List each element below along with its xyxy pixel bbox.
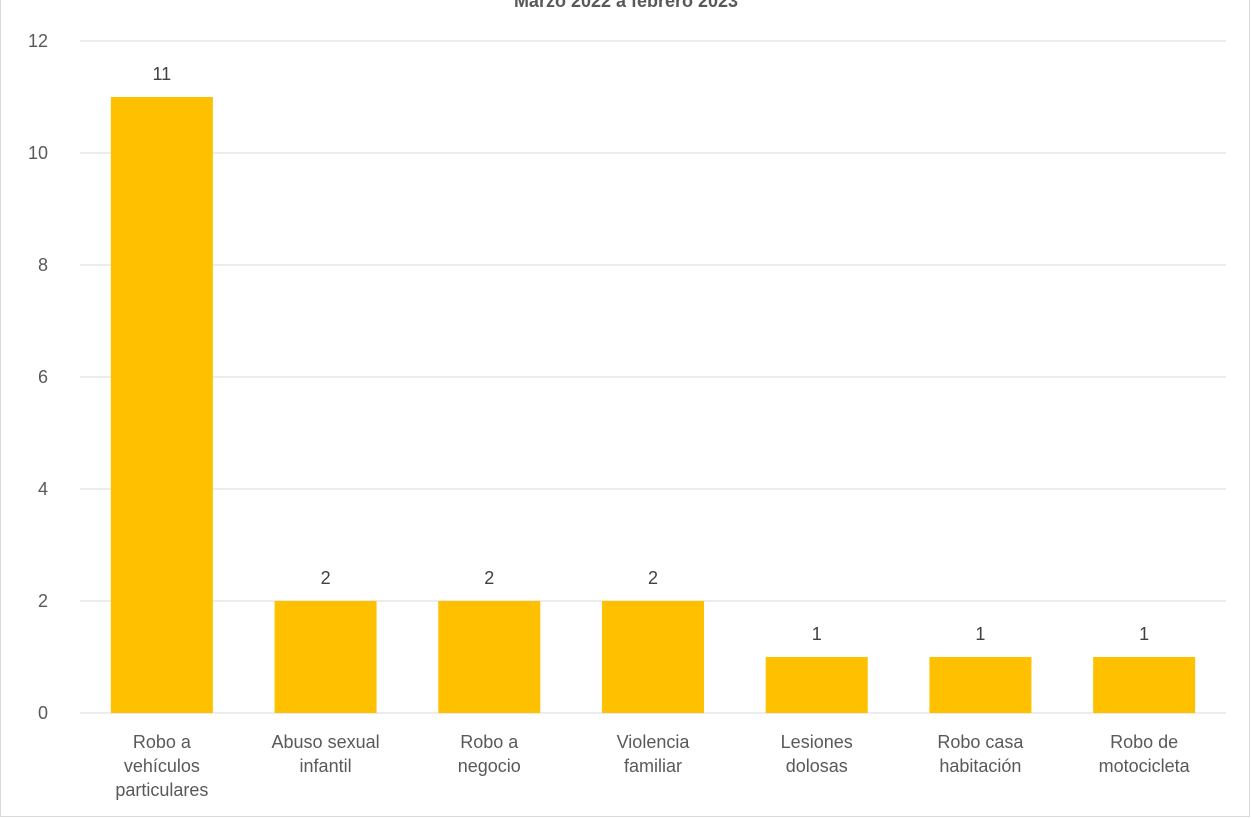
bar xyxy=(765,657,868,713)
y-axis-ticks: 0 2 4 6 8 10 12 xyxy=(28,31,48,723)
y-tick-label: 8 xyxy=(38,255,48,275)
data-label: 2 xyxy=(648,568,658,588)
y-tick-label: 2 xyxy=(38,591,48,611)
x-category-line: motocicleta xyxy=(1099,756,1191,776)
y-tick-label: 4 xyxy=(38,479,48,499)
bar xyxy=(438,601,541,713)
chart-title: Marzo 2022 a febrero 2023 xyxy=(513,0,739,11)
gridlines xyxy=(80,40,1226,714)
bar xyxy=(602,601,704,713)
x-category-line: Robo casa xyxy=(937,732,1024,752)
x-category-line: particulares xyxy=(115,780,208,800)
bar xyxy=(929,657,1032,713)
x-category-line: habitación xyxy=(939,756,1021,776)
x-axis-categories: Robo a vehículos particulares Abuso sexual i… xyxy=(115,732,1190,800)
y-tick-label: 12 xyxy=(28,31,48,51)
x-category-label: Lesiones dolosas xyxy=(781,732,853,776)
x-category-label: Robo de motocicleta xyxy=(1099,732,1191,776)
x-category-line: vehículos xyxy=(124,756,200,776)
y-tick-label: 10 xyxy=(28,143,48,163)
y-tick-label: 0 xyxy=(38,703,48,723)
x-category-label: Robo casa habitación xyxy=(937,732,1024,776)
data-label: 2 xyxy=(484,568,494,588)
data-label: 1 xyxy=(975,624,985,644)
x-category-line: Robo a xyxy=(460,732,519,752)
data-labels: 112 2 21 1 1 xyxy=(153,64,1150,644)
x-category-label: Robo a negocio xyxy=(458,732,521,776)
x-category-line: infantil xyxy=(300,756,352,776)
data-label: 1 xyxy=(1139,624,1149,644)
x-category-line: Robo a xyxy=(133,732,192,752)
x-category-label: Violencia familiar xyxy=(617,732,691,776)
bar xyxy=(274,601,377,713)
x-category-line: Violencia xyxy=(617,732,691,752)
data-label: 2 xyxy=(321,568,331,588)
x-category-line: familiar xyxy=(624,756,682,776)
x-category-line: dolosas xyxy=(786,756,848,776)
bars xyxy=(110,97,1196,713)
x-category-line: negocio xyxy=(458,756,521,776)
x-category-label: Robo a vehículos particulares xyxy=(115,732,208,800)
bar xyxy=(110,97,213,713)
y-tick-label: 6 xyxy=(38,367,48,387)
x-category-line: Robo de xyxy=(1110,732,1178,752)
data-label: 1 xyxy=(812,624,822,644)
bar xyxy=(1093,657,1196,713)
x-category-line: Abuso sexual xyxy=(272,732,380,752)
x-category-label: Abuso sexual infantil xyxy=(272,732,380,776)
data-label: 11 xyxy=(153,64,172,84)
x-category-line: Lesiones xyxy=(781,732,853,752)
